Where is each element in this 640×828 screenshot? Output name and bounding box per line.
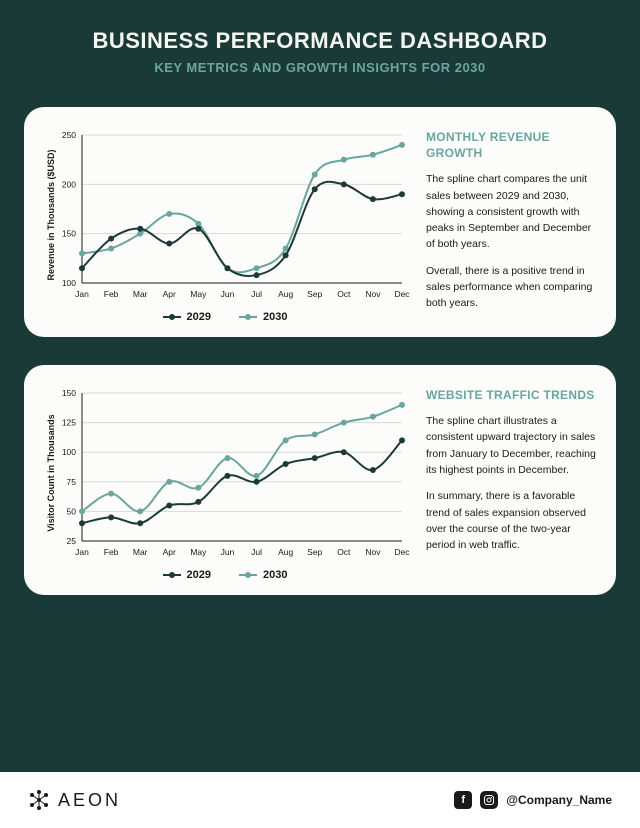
- svg-text:Apr: Apr: [163, 289, 176, 299]
- svg-text:Aug: Aug: [278, 547, 293, 557]
- svg-text:Oct: Oct: [337, 547, 351, 557]
- svg-text:Jul: Jul: [251, 289, 262, 299]
- page-title: BUSINESS PERFORMANCE DASHBOARD: [40, 28, 600, 54]
- footer: AEON f @Company_Name: [0, 772, 640, 828]
- svg-text:May: May: [190, 289, 207, 299]
- legend-label-2030: 2030: [263, 311, 287, 323]
- traffic-desc-p1: The spline chart illustrates a consisten…: [426, 413, 596, 478]
- svg-text:Feb: Feb: [104, 547, 119, 557]
- svg-text:May: May: [190, 547, 207, 557]
- aeon-icon: [28, 789, 50, 811]
- svg-text:50: 50: [67, 506, 77, 516]
- svg-text:Jun: Jun: [221, 547, 235, 557]
- legend-label-2030: 2030: [263, 569, 287, 581]
- svg-text:Oct: Oct: [337, 289, 351, 299]
- svg-text:Nov: Nov: [365, 547, 381, 557]
- instagram-icon[interactable]: [480, 791, 498, 809]
- svg-text:Dec: Dec: [394, 289, 410, 299]
- page-subtitle: KEY METRICS AND GROWTH INSIGHTS FOR 2030: [40, 60, 600, 75]
- brand-logo: AEON: [28, 789, 121, 811]
- legend-label-2029: 2029: [187, 569, 211, 581]
- legend-label-2029: 2029: [187, 311, 211, 323]
- svg-text:150: 150: [62, 388, 76, 398]
- social-links: f @Company_Name: [454, 791, 612, 809]
- svg-text:Sep: Sep: [307, 289, 322, 299]
- svg-text:Mar: Mar: [133, 547, 148, 557]
- revenue-desc-title: MONTHLY REVENUE GROWTH: [426, 129, 596, 161]
- svg-text:250: 250: [62, 130, 76, 140]
- revenue-legend: 2029 2030: [40, 311, 410, 323]
- svg-text:Nov: Nov: [365, 289, 381, 299]
- revenue-desc: MONTHLY REVENUE GROWTH The spline chart …: [426, 125, 596, 323]
- svg-text:75: 75: [67, 477, 77, 487]
- svg-text:125: 125: [62, 418, 76, 428]
- brand-name: AEON: [58, 790, 121, 811]
- svg-text:Aug: Aug: [278, 289, 293, 299]
- svg-text:Apr: Apr: [163, 547, 176, 557]
- revenue-card: 100 150 200 250 Jan Feb Mar Apr May Jun Jul Aug Sep O…: [24, 107, 616, 337]
- traffic-legend: 2029 2030: [40, 569, 410, 581]
- svg-text:Jan: Jan: [75, 547, 89, 557]
- revenue-desc-p1: The spline chart compares the unit sales…: [426, 171, 596, 252]
- svg-text:100: 100: [62, 278, 76, 288]
- svg-text:Sep: Sep: [307, 547, 322, 557]
- svg-text:100: 100: [62, 447, 76, 457]
- svg-text:Dec: Dec: [394, 547, 410, 557]
- header: BUSINESS PERFORMANCE DASHBOARD KEY METRI…: [0, 0, 640, 93]
- traffic-desc-title: WEBSITE TRAFFIC TRENDS: [426, 387, 596, 403]
- svg-text:Jun: Jun: [221, 289, 235, 299]
- svg-text:150: 150: [62, 229, 76, 239]
- svg-text:Jan: Jan: [75, 289, 89, 299]
- traffic-card: 25 50 75 100 125 150 Jan Feb Mar Apr May Jun Jul Aug S…: [24, 365, 616, 595]
- revenue-chart: 100 150 200 250 Jan Feb Mar Apr May Jun Jul Aug Sep O…: [40, 125, 410, 323]
- revenue-desc-p2: Overall, there is a positive trend in sa…: [426, 263, 596, 312]
- svg-text:Revenue in Thousands ($USD): Revenue in Thousands ($USD): [46, 149, 56, 280]
- svg-text:25: 25: [67, 536, 77, 546]
- svg-text:Jul: Jul: [251, 547, 262, 557]
- svg-text:Feb: Feb: [104, 289, 119, 299]
- svg-text:200: 200: [62, 179, 76, 189]
- svg-text:Visitor Count in Thousands: Visitor Count in Thousands: [46, 414, 56, 531]
- facebook-icon[interactable]: f: [454, 791, 472, 809]
- traffic-desc-p2: In summary, there is a favorable trend o…: [426, 488, 596, 553]
- svg-text:Mar: Mar: [133, 289, 148, 299]
- traffic-chart: 25 50 75 100 125 150 Jan Feb Mar Apr May Jun Jul Aug S…: [40, 383, 410, 581]
- social-handle: @Company_Name: [506, 793, 612, 807]
- traffic-desc: WEBSITE TRAFFIC TRENDS The spline chart …: [426, 383, 596, 581]
